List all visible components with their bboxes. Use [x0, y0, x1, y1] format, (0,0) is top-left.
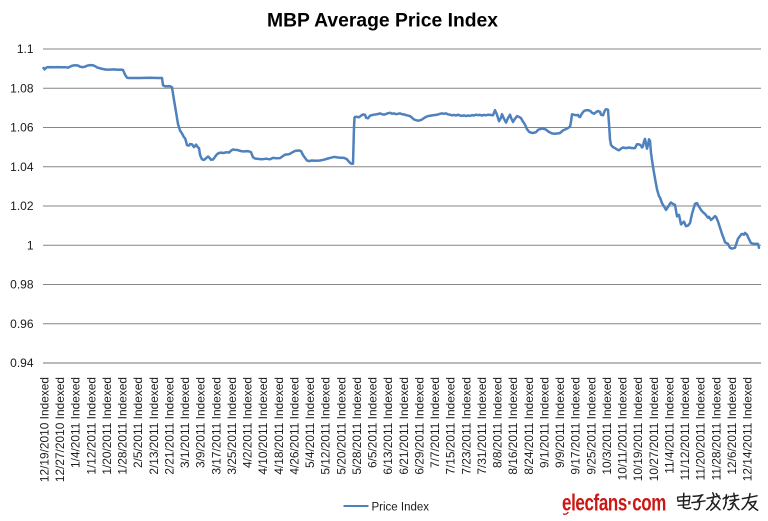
svg-text:6/21/2011 Indexed: 6/21/2011 Indexed	[397, 377, 411, 475]
svg-text:3/9/2011 Indexed: 3/9/2011 Indexed	[194, 377, 208, 468]
svg-text:2/5/2011 Indexed: 2/5/2011 Indexed	[131, 377, 145, 468]
svg-text:9/25/2011 Indexed: 9/25/2011 Indexed	[584, 377, 598, 475]
svg-text:7/31/2011 Indexed: 7/31/2011 Indexed	[475, 377, 489, 475]
svg-text:5/4/2011 Indexed: 5/4/2011 Indexed	[303, 377, 317, 468]
svg-text:8/16/2011 Indexed: 8/16/2011 Indexed	[506, 377, 520, 475]
svg-text:8/24/2011 Indexed: 8/24/2011 Indexed	[522, 377, 536, 475]
svg-text:MBP Average Price Index: MBP Average Price Index	[267, 11, 498, 32]
svg-text:1/20/2011 Indexed: 1/20/2011 Indexed	[100, 377, 114, 475]
svg-text:1.08: 1.08	[10, 82, 34, 96]
svg-text:1/28/2011 Indexed: 1/28/2011 Indexed	[116, 377, 130, 475]
svg-text:11/4/2011 Indexed: 11/4/2011 Indexed	[662, 377, 676, 474]
svg-text:10/27/2011 Indexed: 10/27/2011 Indexed	[647, 377, 661, 481]
svg-text:9/9/2011 Indexed: 9/9/2011 Indexed	[553, 377, 567, 468]
svg-text:6/13/2011 Indexed: 6/13/2011 Indexed	[381, 377, 395, 475]
svg-text:7/7/2011 Indexed: 7/7/2011 Indexed	[428, 377, 442, 468]
svg-text:11/12/2011 Indexed: 11/12/2011 Indexed	[678, 377, 692, 480]
svg-text:4/10/2011 Indexed: 4/10/2011 Indexed	[256, 377, 270, 475]
svg-text:3/25/2011 Indexed: 3/25/2011 Indexed	[225, 377, 239, 475]
svg-text:4/2/2011 Indexed: 4/2/2011 Indexed	[241, 377, 255, 468]
svg-text:10/19/2011 Indexed: 10/19/2011 Indexed	[631, 377, 645, 481]
svg-text:6/5/2011 Indexed: 6/5/2011 Indexed	[366, 377, 380, 468]
svg-text:0.96: 0.96	[10, 317, 34, 331]
svg-text:8/8/2011 Indexed: 8/8/2011 Indexed	[491, 377, 505, 468]
svg-text:12/6/2011 Indexed: 12/6/2011 Indexed	[725, 377, 739, 475]
svg-text:1.04: 1.04	[10, 160, 34, 174]
svg-text:1/12/2011 Indexed: 1/12/2011 Indexed	[84, 377, 98, 475]
svg-text:2/21/2011 Indexed: 2/21/2011 Indexed	[163, 377, 177, 475]
svg-text:1: 1	[27, 239, 34, 253]
svg-text:2/13/2011 Indexed: 2/13/2011 Indexed	[147, 377, 161, 475]
svg-text:3/1/2011 Indexed: 3/1/2011 Indexed	[178, 377, 192, 468]
svg-text:3/17/2011 Indexed: 3/17/2011 Indexed	[209, 377, 223, 475]
svg-text:elecfans·com: elecfans·com	[562, 490, 666, 516]
svg-text:1.06: 1.06	[10, 121, 34, 135]
svg-text:1.1: 1.1	[17, 42, 34, 56]
svg-text:0.98: 0.98	[10, 278, 34, 292]
svg-text:12/14/2011 Indexed: 12/14/2011 Indexed	[741, 377, 755, 481]
svg-text:1.02: 1.02	[10, 199, 34, 213]
svg-text:5/20/2011 Indexed: 5/20/2011 Indexed	[334, 377, 348, 475]
svg-text:10/3/2011 Indexed: 10/3/2011 Indexed	[600, 377, 614, 475]
svg-text:9/1/2011 Indexed: 9/1/2011 Indexed	[537, 377, 551, 468]
svg-text:Price Index: Price Index	[372, 502, 430, 514]
svg-text:5/12/2011 Indexed: 5/12/2011 Indexed	[319, 377, 333, 475]
svg-text:1/4/2011 Indexed: 1/4/2011 Indexed	[69, 377, 83, 468]
svg-text:4/18/2011 Indexed: 4/18/2011 Indexed	[272, 377, 286, 475]
svg-text:12/19/2010 Indexed: 12/19/2010 Indexed	[38, 377, 52, 482]
svg-text:7/23/2011 Indexed: 7/23/2011 Indexed	[459, 377, 473, 475]
svg-text:4/26/2011 Indexed: 4/26/2011 Indexed	[288, 377, 302, 475]
svg-text:0.94: 0.94	[10, 356, 34, 370]
svg-text:7/15/2011 Indexed: 7/15/2011 Indexed	[444, 377, 458, 475]
svg-text:11/28/2011 Indexed: 11/28/2011 Indexed	[709, 377, 723, 480]
svg-text:5/28/2011 Indexed: 5/28/2011 Indexed	[350, 377, 364, 475]
svg-text:11/20/2011 Indexed: 11/20/2011 Indexed	[694, 377, 708, 480]
svg-text:6/29/2011 Indexed: 6/29/2011 Indexed	[412, 377, 426, 475]
svg-text:12/27/2010 Indexed: 12/27/2010 Indexed	[53, 377, 67, 482]
svg-text:10/11/2011 Indexed: 10/11/2011 Indexed	[616, 377, 630, 480]
svg-text:9/17/2011 Indexed: 9/17/2011 Indexed	[569, 377, 583, 475]
